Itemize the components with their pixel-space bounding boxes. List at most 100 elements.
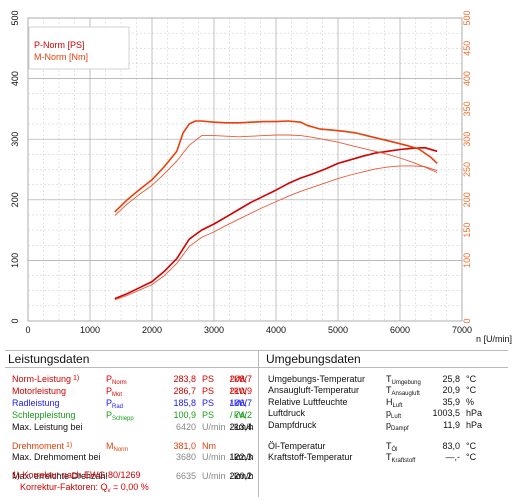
env-unit: % (466, 396, 475, 407)
leistung-row: Motorleistung PMot 286,7 PS /210,9 kW (0, 385, 258, 398)
y-left-tick-label: 300 (10, 132, 20, 147)
y-left-tick-label: 0 (10, 318, 20, 323)
row-value-1: 6420 (175, 421, 196, 432)
leistung-row: Norm-Leistung 1) PNorm 283,8 PS /208,7 kW (0, 373, 258, 386)
row-value-1: 3680 (175, 452, 196, 463)
row-value-2: 122,3 (229, 452, 252, 463)
series-line-power_norm (114, 146, 438, 300)
row-label: Schleppleistung (12, 409, 76, 420)
leistung-row: Drehmoment 1) MNorm 381,0 Nm (0, 440, 258, 453)
row-separator: / (230, 397, 233, 408)
leistung-row: Max. Leistung bei 6420 U/min /213,4 km/h (0, 421, 258, 433)
row-label: Max. Leistung bei (12, 421, 83, 432)
row-symbol-subscript: Rad (112, 403, 124, 410)
y-right-tick-label: 300 (462, 132, 472, 147)
umgebung-row: Luftdruck pLuft 1003,5 hPa (0, 407, 513, 420)
row-separator: / (230, 452, 233, 463)
env-symbol-subscript: Kraftstoff (391, 458, 416, 465)
legend-box (28, 26, 130, 70)
env-value: 20,9 (442, 385, 460, 396)
row-unit-1: PS (202, 409, 215, 420)
env-label: Kraftstoff-Temperatur (268, 452, 353, 463)
row-unit-2: km/h (234, 421, 254, 432)
env-unit: °C (466, 385, 477, 396)
row-label: Radleistung (12, 397, 60, 408)
env-unit: °C (466, 441, 477, 451)
row-symbol-subscript: Norm (112, 380, 127, 386)
umgebung-row: Relative Luftfeuchte HLuft 35,9% (0, 396, 513, 409)
y-right-tick-label: 450 (462, 41, 472, 56)
footnote-factors: Korrektur-Faktoren: Qv = 0,00 % (20, 482, 149, 494)
x-tick-label: 3000 (204, 325, 224, 335)
row-label: Motorleistung (12, 385, 67, 396)
y-left-tick-label: 500 (10, 10, 20, 25)
env-label: Luftdruck (268, 408, 306, 419)
row-symbol: PSchlepp (106, 409, 134, 422)
footnote-marker: 1) (64, 441, 73, 449)
series-line-power_wheel (114, 165, 438, 301)
row-symbol-subscript: Mot (112, 391, 123, 398)
row-unit-2: kW (234, 397, 247, 408)
row-value-1: 381,0 (173, 440, 196, 451)
row-symbol: MNorm (106, 440, 129, 453)
row-symbol: PNorm (106, 374, 127, 386)
y-right-tick-label: 500 (462, 10, 472, 25)
env-symbol: pDampf (386, 419, 409, 432)
row-value-2: 210,9 (229, 385, 252, 396)
umgebung-row: Umgebungs-Temperatur TUmgebung 25,8 °C (0, 373, 513, 386)
x-axis-label: n [U/min] (476, 334, 512, 344)
row-symbol-subscript: Schlepp (112, 415, 134, 422)
footnote-marker: 1) (71, 375, 80, 382)
env-value: —,- (445, 452, 461, 463)
row-unit-1: PS (202, 385, 215, 396)
umgebung-row: Ansaugluft-Temperatur TAnsaugluft 20,9 °C (0, 384, 513, 397)
umgebung-row: Öl-Temperatur TÖl 83,0 °C (0, 440, 513, 453)
table-column-divider (258, 350, 259, 497)
table-top-divider (5, 350, 508, 351)
leistungsdaten-title: Leistungsdaten (8, 352, 90, 366)
row-value-1: 6635 (175, 471, 196, 482)
row-unit-1: PS (202, 397, 215, 408)
env-value: 35,9 (442, 396, 460, 407)
row-unit-1: PS (202, 374, 215, 384)
row-separator: / (230, 385, 233, 396)
row-separator: / (230, 421, 233, 432)
env-symbol: pLuft (386, 408, 402, 421)
x-tick-label: 0 (25, 325, 30, 335)
row-value-1: 185,8 (173, 397, 196, 408)
x-tick-label: 1000 (80, 325, 100, 335)
env-symbol-subscript: Dampf (391, 425, 409, 432)
y-left-tick-label: 100 (10, 253, 20, 268)
env-value: 25,8 (442, 374, 460, 384)
env-symbol: TAnsaugluft (386, 385, 420, 398)
leistung-row: Radleistung PRad 185,8 PS /136,7 kW (0, 397, 258, 410)
y-right-tick-label: 200 (462, 192, 472, 207)
row-unit-2: km/h (234, 471, 254, 482)
y-right-tick-label: 0 (462, 318, 472, 323)
env-label: Ansaugluft-Temperatur (268, 385, 360, 396)
row-value-1: 283,8 (173, 374, 196, 384)
row-value-2: 220,2 (229, 471, 252, 482)
row-symbol-subscript: Norm (113, 446, 129, 453)
row-value-1: 100,9 (173, 409, 196, 420)
legend-label-p-norm: P-Norm [PS] (34, 40, 85, 50)
env-symbol: TÖl (386, 441, 398, 453)
env-symbol-subscript: Öl (391, 447, 398, 453)
x-tick-label: 2000 (142, 325, 162, 335)
env-unit: °C (466, 374, 477, 384)
y-right-tick-label: 100 (462, 253, 472, 268)
x-tick-label: 4000 (266, 325, 286, 335)
y-right-tick-label: 250 (462, 162, 472, 177)
y-right-tick-label: 150 (462, 223, 472, 238)
env-unit: hPa (466, 419, 483, 430)
env-value: 1003,5 (432, 408, 460, 419)
x-tick-label: 7000 (452, 325, 472, 335)
row-value-2: 136,7 (229, 397, 252, 408)
leistung-row: Max. erreichte Drehzahl 6635 U/min /220,2 km… (0, 470, 258, 482)
env-label: Umgebungs-Temperatur (268, 374, 366, 384)
env-symbol-subscript: Ansaugluft (391, 391, 420, 398)
row-value-1: 286,7 (173, 385, 196, 396)
umgebung-row: Dampfdruck pDampf 11,9 hPa (0, 419, 513, 432)
